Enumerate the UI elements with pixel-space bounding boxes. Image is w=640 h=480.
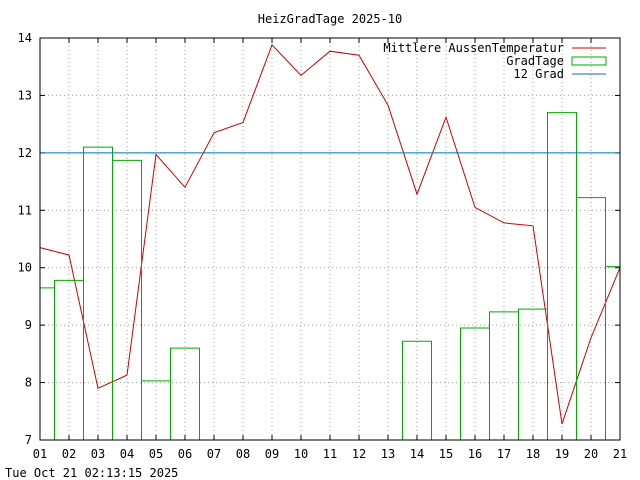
plot-frame [39,37,621,441]
gradtage-bar [402,340,432,440]
x-tick-label: 13 [381,447,395,461]
temperature-line [39,43,621,425]
y-tick-label: 9 [25,318,32,332]
y-tick-label: 10 [18,261,32,275]
legend-swatch [571,56,607,66]
x-tick-label: 21 [613,447,627,461]
gradtage-bar [39,287,55,440]
x-tick-label: 09 [265,447,279,461]
x-tick-label: 14 [410,447,424,461]
legend-label: Mittlere AussenTemperatur [383,41,564,55]
x-tick-label: 02 [62,447,76,461]
x-tick-label: 11 [323,447,337,461]
plot-series [39,43,621,440]
y-tick-label: 11 [18,203,32,217]
x-tick-label: 01 [33,447,47,461]
gradtage-bar [460,327,490,440]
gradtage-bar [489,311,519,440]
chart-title: HeizGradTage 2025-10 [258,12,403,26]
gradtage-bar [170,347,200,440]
legend-label: GradTage [506,54,564,68]
timestamp: Tue Oct 21 02:13:15 2025 [5,466,178,480]
x-tick-label: 08 [236,447,250,461]
x-tick-label: 15 [439,447,453,461]
y-tick-label: 7 [25,433,32,447]
x-tick-label: 07 [207,447,221,461]
y-tick-label: 8 [25,376,32,390]
x-tick-labels: 01 02 03 04 05 06 07 08 09 10 11 12 13 14 15 16 17 18 19 20… [33,447,627,461]
legend-label: 12 Grad [513,67,564,81]
gradtage-bar [54,279,84,440]
gradtage-bar [605,266,621,440]
y-tick-label: 12 [18,146,32,160]
y-tick-label: 14 [18,31,32,45]
x-tick-label: 17 [497,447,511,461]
y-tick-labels: 7 8 9 10 11 12 13 14 [18,31,32,447]
x-tick-label: 18 [526,447,540,461]
y-tick-label: 13 [18,88,32,102]
x-tick-label: 06 [178,447,192,461]
x-tick-label: 19 [555,447,569,461]
x-tick-label: 03 [91,447,105,461]
grid [40,38,620,440]
x-tick-label: 10 [294,447,308,461]
gradtage-bar [112,159,142,440]
x-tick-label: 05 [149,447,163,461]
x-tick-label: 04 [120,447,134,461]
x-tick-label: 16 [468,447,482,461]
gradtage-bar [83,146,113,440]
x-tick-label: 12 [352,447,366,461]
x-tick-label: 20 [584,447,598,461]
